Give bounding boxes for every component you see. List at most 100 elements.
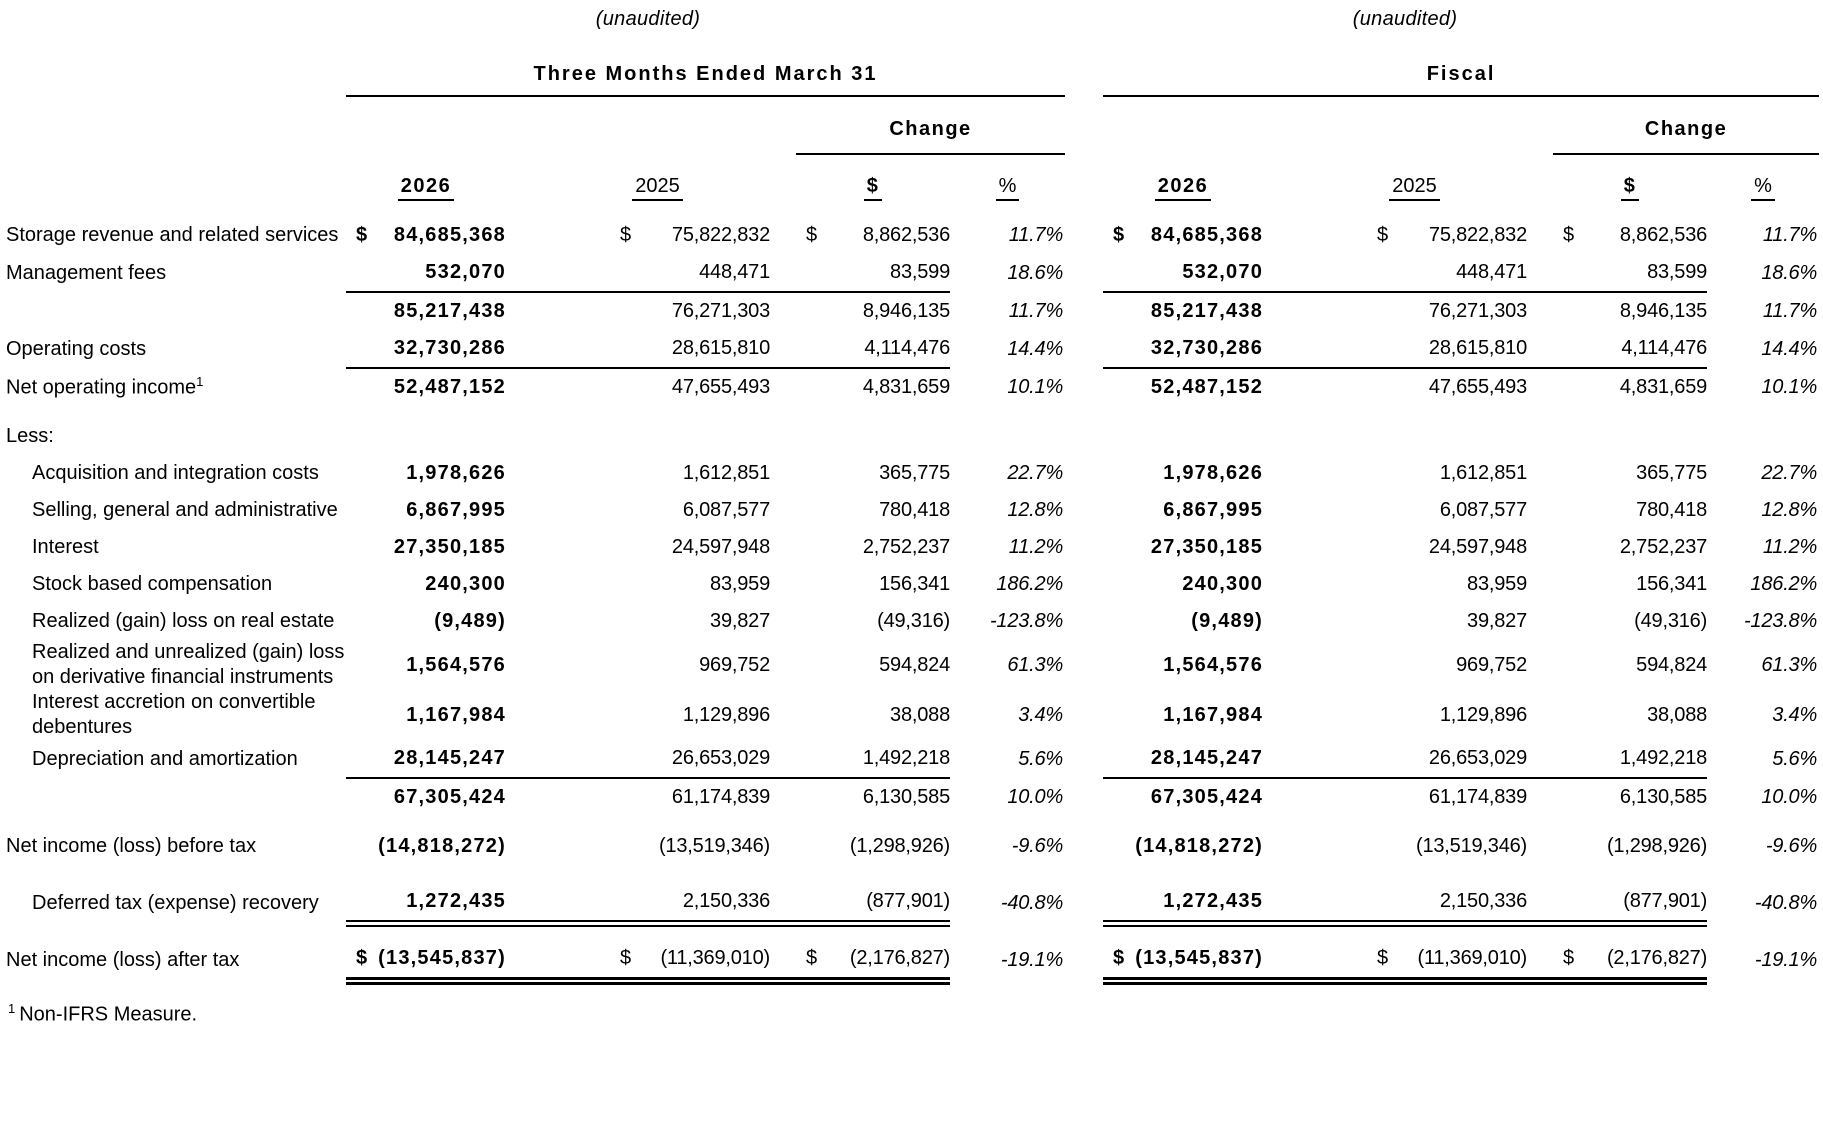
amount-2026: (14,818,272) [1135,835,1264,857]
value-2025-cell: 83,959 [1367,566,1527,603]
table-row: Realized and unrealized (gain) loss on d… [4,640,1819,690]
spacer-cell [1263,154,1367,217]
currency-and-amount: 26,653,029 [1367,747,1527,770]
amount-change-dollar: (877,901) [1623,890,1708,912]
row-label-cell: Acquisition and integration costs [4,455,346,492]
currency-and-amount: 1,167,984 [1103,704,1263,727]
section-title-cell-right: Fiscal [1103,38,1820,97]
currency-and-amount: (14,818,272) [1103,835,1263,858]
value-change-dollar-cell: 38,088 [1553,690,1707,740]
column-gap [506,418,610,455]
value-change-percent-cell: -40.8% [950,883,1065,924]
value-2025-cell: 1,129,896 [610,690,770,740]
value-2026-cell: 6,867,995 [1103,492,1263,529]
value-change-percent-cell: 12.8% [1707,492,1819,529]
column-header-change-dollar: $ [863,175,883,201]
column-gap [506,330,610,369]
value-2025-cell [1367,418,1527,455]
currency-and-amount: 67,305,424 [346,786,506,809]
table-header: (unaudited) (unaudited) Three Months End… [4,4,1820,217]
column-gap [770,566,796,603]
amount-change-dollar: 365,775 [1636,462,1708,484]
amount-2026: 52,487,152 [1150,376,1264,398]
section-title-row: Three Months Ended March 31 Fiscal [4,38,1820,97]
currency-and-amount: 27,350,185 [1103,536,1263,559]
footnote: 1 Non-IFRS Measure. [8,1001,1823,1027]
amount-2026: 1,272,435 [406,890,506,912]
amount-change-dollar: 1,492,218 [862,747,951,769]
value-change-dollar-cell: (1,298,926) [796,828,950,865]
currency-and-amount: 1,564,576 [1103,654,1263,677]
row-label-cell: Net income (loss) after tax [4,940,346,981]
spacer-cell [1367,96,1527,154]
value-2026-cell: 6,867,995 [346,492,506,529]
amount-2025: 61,174,839 [671,786,770,808]
section-gap [1065,292,1103,330]
value-2026-cell: 85,217,438 [1103,292,1263,330]
amount-2026: 240,300 [425,573,506,595]
currency-and-amount: 448,471 [610,261,770,284]
amount-change-percent: 18.6% [1007,261,1064,284]
column-header-2026: 2026 [1154,175,1212,201]
amount-2025: 26,653,029 [671,747,770,769]
value-2026-cell: (9,489) [1103,603,1263,640]
amount-2026: 84,685,368 [1150,224,1264,246]
currency-and-amount: 1,978,626 [1103,462,1263,485]
currency-and-amount: 76,271,303 [1367,300,1527,323]
unaudited-row: (unaudited) (unaudited) [4,4,1819,38]
column-gap [506,292,610,330]
table-row: Realized (gain) loss on real estate (9,48… [4,603,1819,640]
value-2026-cell: 32,730,286 [1103,330,1264,369]
section-gap [1065,96,1103,154]
value-2025-cell: 2,150,336 [1367,883,1527,927]
value-change-dollar-cell: $8,862,536 [1553,217,1707,254]
amount-2026: 84,685,368 [393,224,506,246]
currency-and-amount: $75,822,832 [610,224,770,247]
value-2025-cell: 448,471 [1367,254,1527,293]
amount-2026: (13,545,837) [378,946,506,969]
spacer-cell [4,96,346,154]
section-gap [1065,455,1103,492]
value-change-dollar-cell: 1,492,218 [1553,740,1707,779]
row-label-cell [4,292,346,330]
section-gap [1065,603,1103,640]
column-gap [1527,828,1553,865]
column-header-change-dollar-left-cell: $ [796,154,950,217]
row-label: Storage revenue and related services [6,224,339,246]
currency-and-amount: 6,867,995 [1103,499,1263,522]
amount-change-percent: -19.1% [1754,948,1818,971]
amount-2025: 75,822,832 [1428,224,1528,246]
amount-change-dollar: 2,752,237 [862,536,951,558]
amount-change-percent: 11.2% [1762,536,1818,558]
currency-and-amount: 532,070 [1103,261,1263,284]
value-2025-cell: 24,597,948 [1367,529,1527,566]
currency-and-amount: 67,305,424 [1103,786,1263,809]
row-label: Realized and unrealized (gain) loss on d… [32,641,345,688]
amount-2025: 6,087,577 [1439,499,1528,521]
table-row: Net income (loss) after tax $ (13,545,837)… [4,939,1819,985]
column-header-change-percent: % [995,175,1020,201]
row-label-cell: Management fees [4,254,346,292]
column-header-change-dollar-right-cell: $ [1553,154,1707,217]
section-gap [1065,38,1103,96]
amount-change-percent: -123.8% [989,610,1064,632]
amount-2025: 28,615,810 [1428,337,1528,359]
amount-change-dollar: 4,114,476 [1621,337,1708,359]
currency-and-amount: 6,087,577 [610,499,770,522]
spacer-row [4,924,1819,940]
value-change-percent-cell: -19.1% [1707,940,1819,981]
currency-and-amount: 6,087,577 [1367,499,1527,522]
section-gap [1065,154,1103,217]
value-change-percent-cell: 11.7% [950,292,1065,330]
column-gap [1263,690,1367,740]
section-gap [1065,566,1103,603]
value-2026-cell: 1,272,435 [346,883,506,927]
amount-2026: 1,167,984 [1163,703,1264,726]
currency-and-amount: 448,471 [1367,261,1527,284]
currency-and-amount: $ (2,176,827) [1553,947,1707,970]
currency-and-amount: $75,822,832 [1367,224,1527,247]
column-gap [1263,778,1367,816]
currency-and-amount: 28,615,810 [610,337,770,360]
amount-2025: 448,471 [1456,261,1528,283]
column-gap [1263,529,1367,566]
